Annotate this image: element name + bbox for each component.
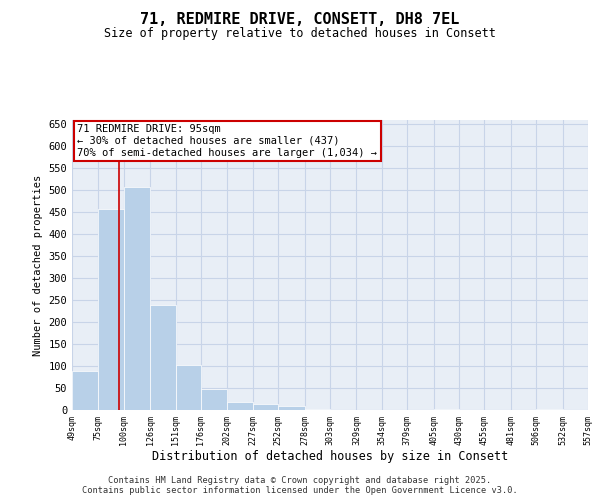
Text: 71, REDMIRE DRIVE, CONSETT, DH8 7EL: 71, REDMIRE DRIVE, CONSETT, DH8 7EL xyxy=(140,12,460,28)
Bar xyxy=(176,364,201,410)
Text: Contains public sector information licensed under the Open Government Licence v3: Contains public sector information licen… xyxy=(82,486,518,495)
Text: Size of property relative to detached houses in Consett: Size of property relative to detached ho… xyxy=(104,28,496,40)
Bar xyxy=(305,409,330,410)
Bar xyxy=(434,408,459,410)
Bar xyxy=(588,408,600,410)
Bar xyxy=(201,389,227,410)
Bar xyxy=(72,372,98,410)
Bar xyxy=(98,209,124,410)
Bar xyxy=(278,406,305,410)
Text: 71 REDMIRE DRIVE: 95sqm
← 30% of detached houses are smaller (437)
70% of semi-d: 71 REDMIRE DRIVE: 95sqm ← 30% of detache… xyxy=(77,124,377,158)
X-axis label: Distribution of detached houses by size in Consett: Distribution of detached houses by size … xyxy=(152,450,508,464)
Bar xyxy=(124,187,150,410)
Bar xyxy=(227,402,253,410)
Bar xyxy=(253,404,278,410)
Y-axis label: Number of detached properties: Number of detached properties xyxy=(33,174,43,356)
Bar xyxy=(536,409,563,410)
Bar xyxy=(150,306,176,410)
Text: Contains HM Land Registry data © Crown copyright and database right 2025.: Contains HM Land Registry data © Crown c… xyxy=(109,476,491,485)
